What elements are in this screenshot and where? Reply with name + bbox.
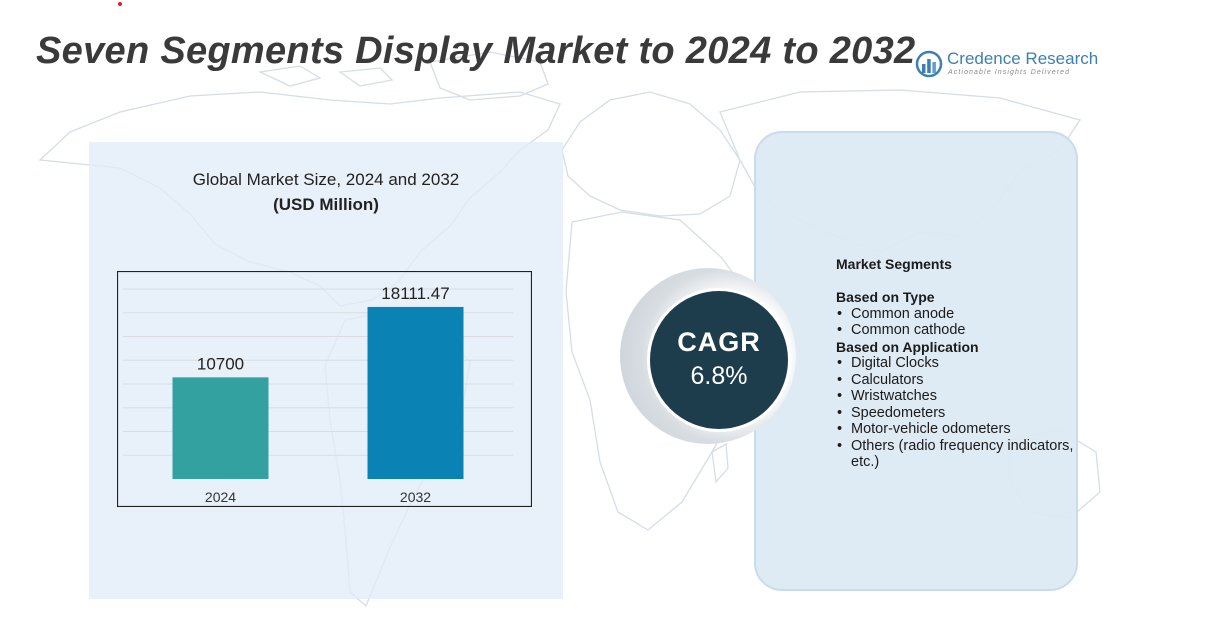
market-size-bar-chart: 10700 2024 18111.47 2032 [117, 271, 532, 507]
segment-item: Calculators [836, 372, 1076, 389]
segment-group-title: Based on Type [836, 289, 935, 305]
cagr-label: CAGR [677, 327, 761, 357]
market-size-caption: Global Market Size, 2024 and 2032 [192, 170, 460, 189]
segment-item: Others (radio frequency indicators, etc.… [836, 438, 1076, 471]
market-size-title: Global Market Size, 2024 and 2032 (USD M… [89, 170, 563, 215]
page-title: Seven Segments Display Market to 2024 to… [36, 30, 916, 72]
logo-tagline: Actionable Insights Delivered [948, 69, 1071, 76]
cagr-badge: CAGR 6.8% [620, 268, 800, 448]
credence-logo-icon [915, 50, 943, 78]
data-label-2024: 10700 [197, 354, 244, 373]
bar-2032 [367, 306, 464, 479]
market-segments: Market Segments Based on Type Common ano… [836, 256, 1076, 471]
segment-item: Common anode [836, 306, 1076, 323]
segment-item: Wristwatches [836, 388, 1076, 405]
segment-group-type: Based on Type Common anode Common cathod… [836, 289, 1076, 339]
red-dot-marker [118, 2, 122, 6]
chart-labels: 10700 2024 18111.47 2032 [197, 284, 450, 505]
segment-item: Speedometers [836, 405, 1076, 422]
segment-list: Digital Clocks Calculators Wristwatches … [836, 355, 1076, 471]
chart-bars [172, 306, 464, 479]
segment-item: Digital Clocks [836, 355, 1076, 372]
logo-name: Credence Research [947, 49, 1099, 68]
segment-list: Common anode Common cathode [836, 306, 1076, 339]
map-arctic-islands [257, 65, 394, 87]
segment-item: Common cathode [836, 322, 1076, 339]
segments-heading: Market Segments [836, 256, 952, 272]
data-label-2032: 18111.47 [381, 284, 449, 303]
x-tick-label-2024: 2024 [205, 489, 236, 505]
segment-item: Motor-vehicle odometers [836, 421, 1076, 438]
market-size-panel: Global Market Size, 2024 and 2032 (USD M… [89, 142, 563, 599]
segment-group-title: Based on Application [836, 338, 979, 355]
map-greenland [429, 51, 549, 101]
segment-group-application: Based on Application Digital Clocks Calc… [836, 339, 1076, 471]
brand-logo: Credence Research Actionable Insights De… [915, 49, 1105, 82]
x-tick-label-2032: 2032 [400, 489, 431, 505]
map-madagascar [711, 442, 729, 484]
bar-2024 [172, 377, 269, 479]
cagr-circle: CAGR 6.8% [647, 288, 791, 432]
cagr-value: 6.8% [690, 362, 748, 390]
chart-frame [117, 271, 532, 507]
market-size-unit: (USD Million) [273, 195, 379, 214]
map-africa [565, 211, 761, 531]
map-europe [561, 91, 741, 217]
